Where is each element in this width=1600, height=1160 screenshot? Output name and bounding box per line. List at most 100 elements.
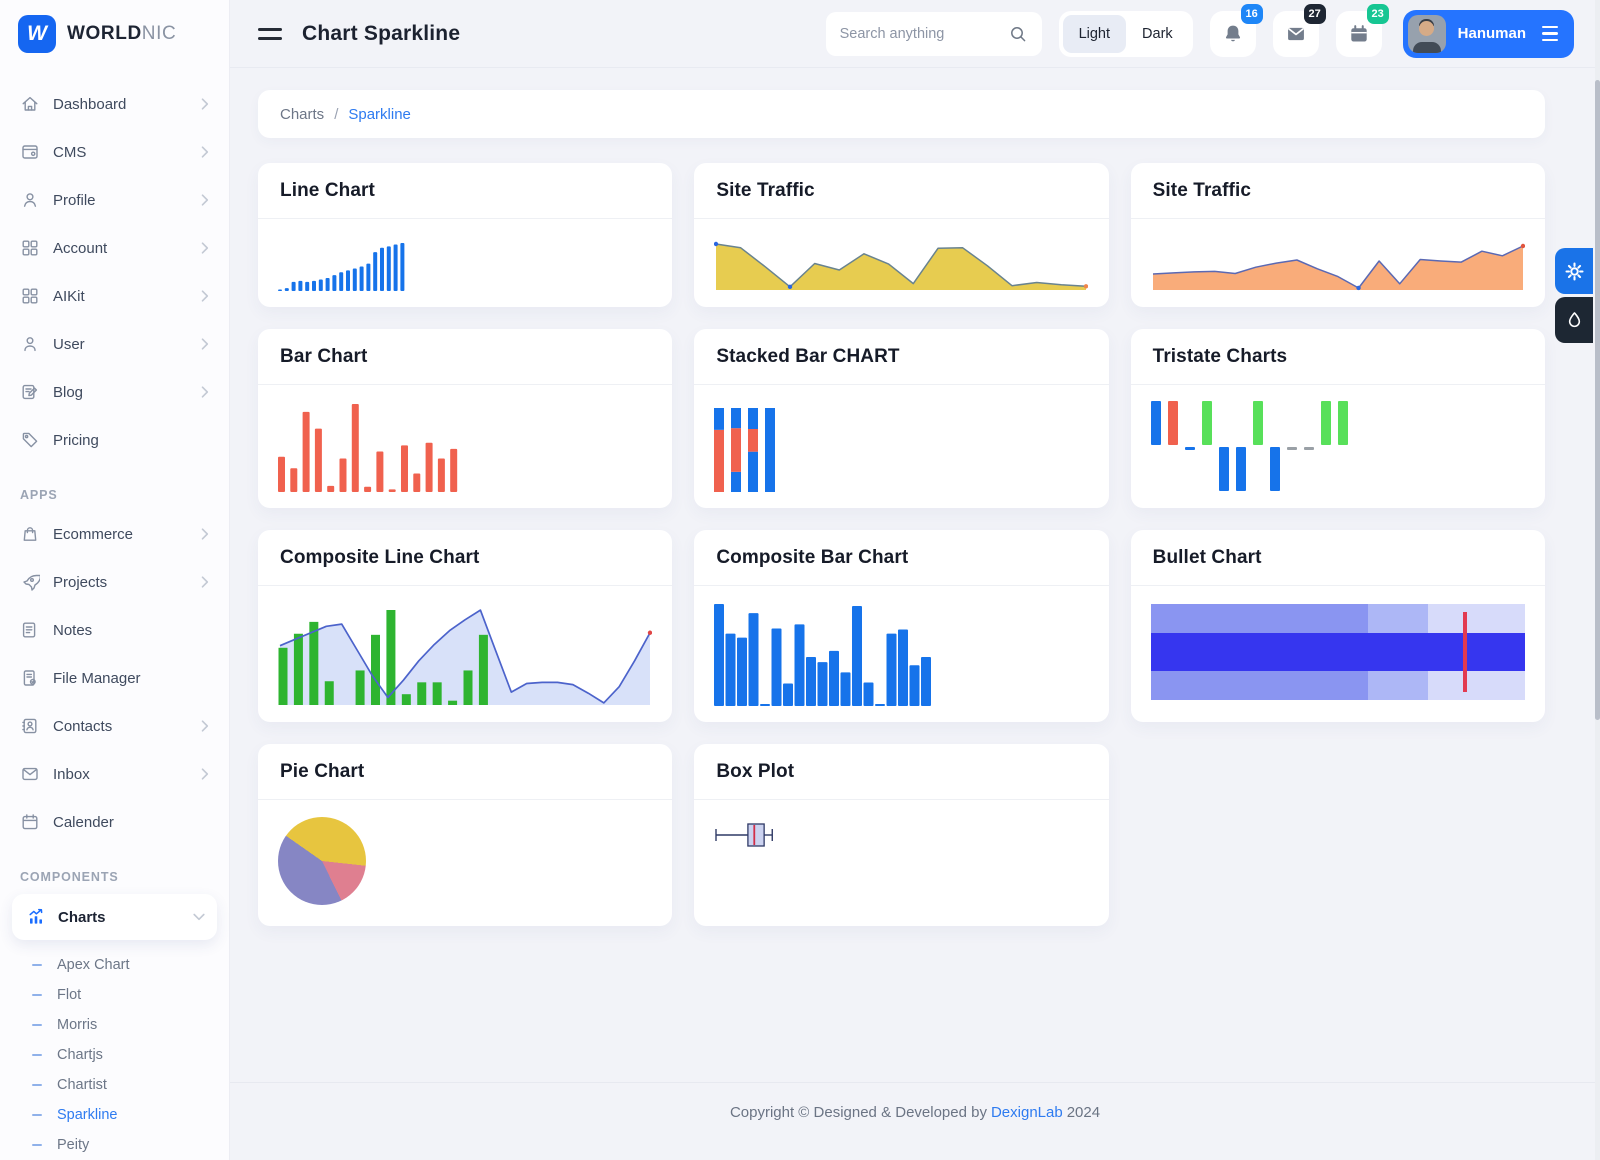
- sidebar-subitem-chartist[interactable]: Chartist: [0, 1070, 229, 1100]
- sidebar-item-user[interactable]: User: [0, 320, 229, 368]
- chevron-right-icon: [201, 290, 209, 302]
- sidebar-item-label: Contacts: [53, 717, 113, 735]
- chart-icon: [26, 907, 46, 927]
- sidebar-subitem-morris[interactable]: Morris: [0, 1010, 229, 1040]
- card-body: [258, 219, 672, 307]
- sidebar-item-calender[interactable]: Calender: [0, 798, 229, 846]
- card-box: Box Plot: [694, 744, 1109, 926]
- tristate-sparkline: [1150, 400, 1348, 492]
- card-title: Stacked Bar CHART: [716, 345, 900, 367]
- settings-fab-button[interactable]: [1555, 248, 1593, 294]
- calendar-solid-icon: [1348, 23, 1370, 45]
- sidebar-subitem-label: Peity: [57, 1137, 90, 1153]
- messages-button[interactable]: 27: [1272, 3, 1326, 57]
- sidebar-item-account[interactable]: Account: [0, 224, 229, 272]
- cms-icon: [20, 142, 40, 162]
- card-title: Bar Chart: [280, 345, 368, 367]
- card-title: Composite Bar Chart: [716, 546, 909, 568]
- cards-grid: Line Chart Site Traffic Site Traffic Bar Ch…: [258, 163, 1545, 926]
- card-header: Stacked Bar CHART: [694, 329, 1109, 385]
- sidebar-subitem-peity[interactable]: Peity: [0, 1130, 229, 1160]
- dash-bullet-icon: [32, 1083, 42, 1087]
- sidebar-subitem-label: Sparkline: [57, 1107, 118, 1123]
- brand-logo[interactable]: W WORLDNIC: [0, 0, 229, 68]
- user-menu[interactable]: Hanuman: [1402, 9, 1574, 58]
- sidebar-item-dashboard[interactable]: Dashboard: [0, 80, 229, 128]
- sidebar-item-notes[interactable]: Notes: [0, 606, 229, 654]
- brand-name: WORLDNIC: [67, 23, 177, 44]
- chevron-right-icon: [201, 386, 209, 398]
- avatar: [1407, 14, 1446, 53]
- sidebar-item-label: Ecommerce: [53, 525, 134, 543]
- box-sparkline: [714, 822, 776, 848]
- card-site-traffic-yellow: Site Traffic: [694, 163, 1109, 307]
- bag-icon: [20, 524, 40, 544]
- card-body: [1131, 219, 1545, 307]
- mail-icon: [1285, 23, 1307, 45]
- page-title: Chart Sparkline: [302, 21, 461, 45]
- bar-chart-sparkline: [278, 402, 458, 492]
- theme-light-button[interactable]: Light: [1062, 14, 1127, 53]
- sidebar-item-cms[interactable]: CMS: [0, 128, 229, 176]
- rocket-icon: [20, 572, 40, 592]
- search-box: [825, 11, 1042, 56]
- card-header: Composite Bar Chart: [694, 530, 1109, 586]
- sidebar-item-ecommerce[interactable]: Ecommerce: [0, 510, 229, 558]
- card-composite-line: Composite Line Chart: [258, 530, 673, 722]
- sidebar-item-inbox[interactable]: Inbox: [0, 750, 229, 798]
- card-header: Tristate Charts: [1130, 329, 1545, 385]
- card-header: Composite Line Chart: [258, 530, 673, 586]
- sidebar-subitem-apex-chart[interactable]: Apex Chart: [0, 950, 229, 980]
- dash-bullet-icon: [32, 963, 42, 967]
- sidebar-item-charts[interactable]: Charts: [12, 894, 217, 940]
- card-bar-chart: Bar Chart: [258, 329, 673, 508]
- sidebar-subitem-chartjs[interactable]: Chartjs: [0, 1040, 229, 1070]
- card-title: Tristate Charts: [1152, 345, 1288, 367]
- bell-icon: [1222, 23, 1244, 45]
- grid-icon: [20, 238, 40, 258]
- sidebar-item-aikit[interactable]: AIKit: [0, 272, 229, 320]
- site-traffic-yellow-sparkline: [714, 241, 1089, 291]
- chevron-right-icon: [201, 576, 209, 588]
- sidebar-subitem-flot[interactable]: Flot: [0, 980, 229, 1010]
- card-tristate: Tristate Charts: [1130, 329, 1545, 508]
- breadcrumb-charts-link[interactable]: Charts: [280, 105, 325, 123]
- user-icon: [20, 334, 40, 354]
- droplet-icon: [1564, 310, 1585, 331]
- sidebar-item-file-manager[interactable]: File Manager: [0, 654, 229, 702]
- top-bar-actions: Light Dark 16 27 23 Hanuman: [825, 3, 1574, 58]
- card-title: Site Traffic: [716, 179, 815, 201]
- calendar-button[interactable]: 23: [1335, 3, 1389, 57]
- file-icon: [20, 668, 40, 688]
- sidebar-item-blog[interactable]: Blog: [0, 368, 229, 416]
- contacts-icon: [20, 716, 40, 736]
- sidebar-section-components: COMPONENTS: [20, 870, 119, 884]
- sidebar-apps-nav: Ecommerce Projects Notes File Manager Contac…: [0, 510, 229, 846]
- pie-sparkline: [278, 817, 366, 905]
- card-title: Line Chart: [280, 179, 375, 201]
- sidebar-subitem-label: Apex Chart: [57, 957, 130, 973]
- sidebar-item-projects[interactable]: Projects: [0, 558, 229, 606]
- page-scrollbar[interactable]: [1595, 0, 1600, 1160]
- menu-toggle-icon[interactable]: [258, 27, 282, 40]
- notifications-button[interactable]: 16: [1209, 3, 1263, 57]
- composite-line-sparkline: [278, 606, 652, 706]
- chevron-right-icon: [201, 720, 209, 732]
- theme-dark-button[interactable]: Dark: [1142, 25, 1173, 42]
- top-bar: Chart Sparkline Light Dark 16 27: [230, 0, 1600, 68]
- dexignlab-link[interactable]: DexignLab: [990, 1104, 1063, 1121]
- footer: Copyright © Designed & Developed by Dexig…: [230, 1082, 1600, 1139]
- scrollbar-thumb[interactable]: [1595, 80, 1600, 720]
- sidebar-subitem-sparkline[interactable]: Sparkline: [0, 1100, 229, 1130]
- sidebar-subitem-label: Morris: [57, 1017, 98, 1033]
- theme-customizer-fab-button[interactable]: [1555, 297, 1593, 343]
- sidebar-item-label: Account: [53, 239, 108, 257]
- footer-year: 2024: [1066, 1104, 1101, 1121]
- card-header: Box Plot: [694, 744, 1109, 800]
- sidebar-item-pricing[interactable]: Pricing: [0, 416, 229, 464]
- search-input[interactable]: [839, 25, 1000, 42]
- main-area: Chart Sparkline Light Dark 16 27: [230, 0, 1600, 1160]
- grid-icon: [20, 286, 40, 306]
- sidebar-item-contacts[interactable]: Contacts: [0, 702, 229, 750]
- sidebar-item-profile[interactable]: Profile: [0, 176, 229, 224]
